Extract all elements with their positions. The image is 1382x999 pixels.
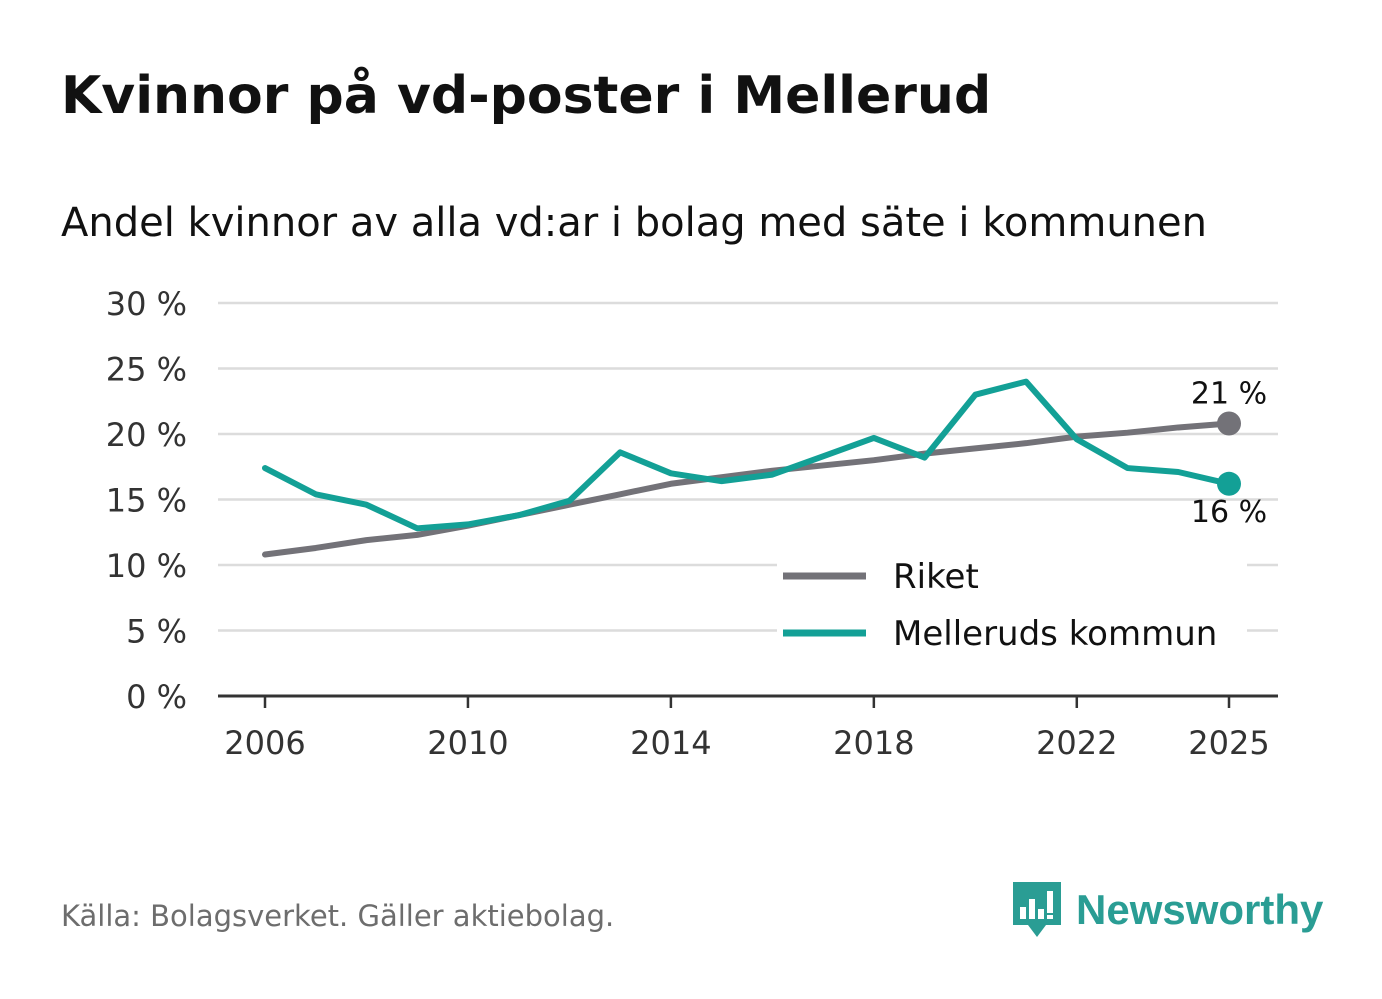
x-tick-label-2006: 2006 [224, 724, 305, 762]
legend-label-melleruds-kommun: Melleruds kommun [893, 614, 1217, 654]
bar-chart-speech-bubble-icon [1013, 882, 1061, 937]
y-tick-label-15: 15 % [106, 482, 187, 520]
x-tick-label-2018: 2018 [833, 724, 914, 762]
end-value-labels: 21 % 16 % [1191, 377, 1267, 530]
y-axis-tick-labels: 0 % 5 % 10 % 15 % 20 % 25 % 30 % [106, 285, 187, 716]
end-marker-melleruds-kommun [1217, 471, 1241, 496]
end-marker-riket [1217, 411, 1241, 436]
newsworthy-logo: Newsworthy [1010, 878, 1323, 942]
y-tick-label-30: 30 % [106, 285, 187, 323]
y-tick-label-5: 5 % [126, 613, 187, 651]
y-tick-label-10: 10 % [106, 547, 187, 585]
x-axis-tick-labels: 2006 2010 2014 2018 2022 2025 [224, 724, 1269, 762]
x-axis [218, 694, 1278, 708]
chart-subtitle: Andel kvinnor av alla vd:ar i bolag med … [61, 200, 1207, 246]
x-tick-label-2010: 2010 [427, 724, 508, 762]
end-label-melleruds-kommun: 16 % [1191, 495, 1267, 530]
legend: Riket Melleruds kommun [777, 550, 1247, 657]
y-tick-label-25: 25 % [106, 351, 187, 389]
x-tick-label-2022: 2022 [1036, 724, 1117, 762]
x-tick-label-2014: 2014 [630, 724, 711, 762]
source-note: Källa: Bolagsverket. Gäller aktiebolag. [61, 899, 615, 933]
data-series [262, 378, 1241, 558]
x-tick-label-2025: 2025 [1188, 724, 1269, 762]
legend-label-riket: Riket [893, 557, 979, 597]
series-line-melleruds-kommun [262, 378, 1232, 532]
chart-title: Kvinnor på vd-poster i Mellerud [61, 66, 992, 126]
y-tick-label-0: 0 % [126, 678, 187, 716]
end-label-riket: 21 % [1191, 377, 1267, 412]
brand-name: Newsworthy [1076, 886, 1324, 933]
y-tick-label-20: 20 % [106, 416, 187, 454]
series-line-riket [262, 420, 1232, 558]
